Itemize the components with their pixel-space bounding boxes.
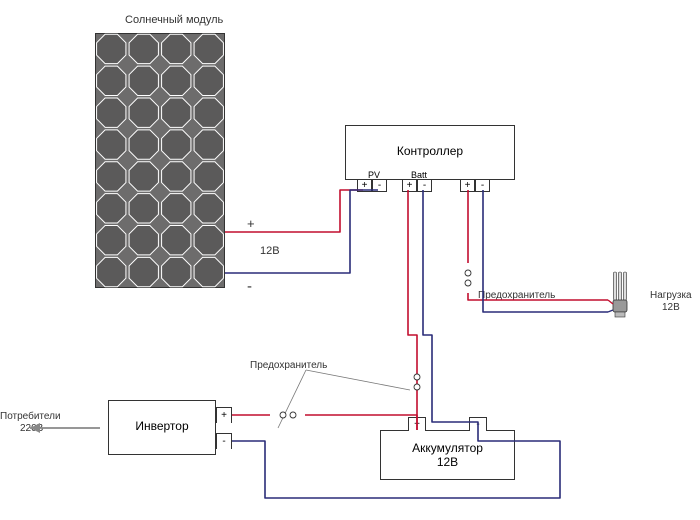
plus-sign: + — [414, 419, 420, 430]
pv-voltage-label: 12В — [260, 245, 280, 257]
battery-term-minus: - — [469, 417, 487, 431]
load-label-1: Нагрузка — [650, 290, 692, 301]
fuse-label-batt: Предохранитель — [250, 360, 327, 371]
plus-sign: + — [221, 410, 227, 421]
battery-term-plus: + — [408, 417, 426, 431]
pv-plus-label: + — [247, 216, 255, 231]
fuse-label-load: Предохранитель — [478, 290, 555, 301]
battery-box: Аккумулятор 12В — [380, 430, 515, 480]
inverter-box: Инвертор — [108, 400, 216, 455]
inverter-term-plus: + — [216, 407, 232, 423]
minus-sign: - — [222, 436, 225, 447]
controller-term-batt-plus: + — [402, 180, 417, 192]
controller-pair-pv-label: PV — [359, 170, 389, 180]
battery-label-1: Аккумулятор — [381, 441, 514, 455]
solar-title: Солнечный модуль — [125, 14, 223, 26]
controller-term-load-minus: - — [475, 180, 490, 192]
battery-label-2: 12В — [381, 455, 514, 469]
consumers-label-1: Потребители — [0, 411, 61, 422]
controller-term-load-plus: + — [460, 180, 475, 192]
pv-minus-label: - — [247, 278, 252, 295]
controller-term-batt-minus: - — [417, 180, 432, 192]
load-label-2: 12В — [662, 302, 680, 313]
solar-panel — [95, 33, 225, 288]
controller-label: Контроллер — [346, 126, 514, 158]
consumers-label-2: 220В — [20, 423, 43, 434]
inverter-term-minus: - — [216, 433, 232, 449]
inverter-label: Инвертор — [109, 401, 215, 433]
minus-sign: - — [476, 419, 479, 430]
controller-term-pv-plus: + — [357, 180, 372, 192]
controller-pair-batt-label: Batt — [404, 170, 434, 180]
controller-term-pv-minus: - — [372, 180, 387, 192]
